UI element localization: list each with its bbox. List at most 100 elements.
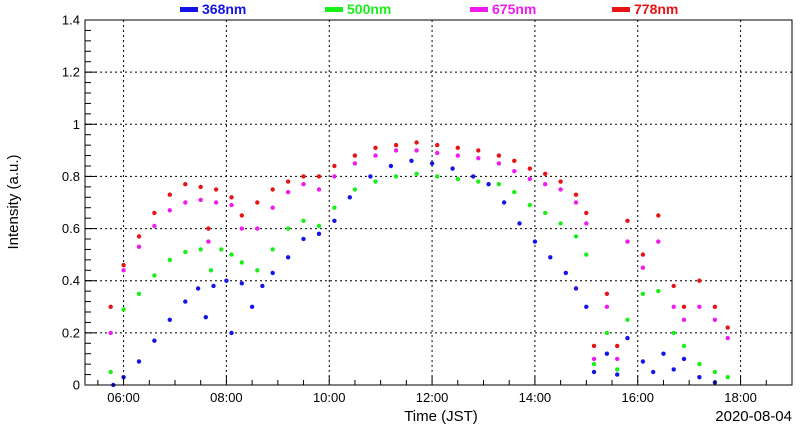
data-point <box>625 239 630 244</box>
data-point <box>543 210 548 216</box>
series-368nm <box>111 158 718 388</box>
data-point <box>332 205 337 210</box>
data-point <box>591 356 597 362</box>
data-point <box>239 226 244 231</box>
data-point <box>681 304 687 309</box>
data-point <box>213 187 219 192</box>
data-point <box>373 153 378 158</box>
data-point <box>352 161 358 166</box>
data-point <box>136 244 142 249</box>
axis-ticks: 06:00 08:00 10:00 12:00 14:00 16:00 18:00 0 0.2 0… <box>62 13 793 405</box>
legend-swatch <box>470 7 488 12</box>
data-point <box>681 317 687 322</box>
data-point <box>108 369 113 375</box>
data-point <box>270 270 275 276</box>
data-point <box>414 148 419 153</box>
legend-label: 675nm <box>492 1 536 17</box>
data-point <box>548 255 553 260</box>
data-point <box>206 226 211 231</box>
data-point <box>414 140 419 145</box>
data-point <box>208 268 214 273</box>
data-point <box>558 187 563 192</box>
data-point <box>167 317 172 322</box>
data-point <box>152 273 157 278</box>
data-point <box>167 192 172 197</box>
legend-swatch <box>325 7 343 12</box>
data-point <box>656 288 661 294</box>
data-point <box>198 247 203 252</box>
y-tick-label: 0.8 <box>62 169 80 184</box>
data-point <box>435 142 440 148</box>
data-point <box>270 205 275 210</box>
data-point <box>206 239 211 244</box>
data-point <box>512 189 517 195</box>
data-point <box>285 189 291 195</box>
data-point <box>615 372 620 377</box>
data-point <box>496 161 502 166</box>
legend-label: 500nm <box>347 1 391 17</box>
data-point <box>316 174 322 179</box>
data-point <box>656 239 661 244</box>
data-point <box>558 221 563 226</box>
data-point <box>255 268 260 273</box>
x-tick-label: 18:00 <box>724 390 757 405</box>
data-point <box>316 187 322 192</box>
data-point <box>393 148 399 153</box>
legend-swatch <box>612 7 630 12</box>
data-point <box>229 252 234 257</box>
date-label: 2020-08-04 <box>715 408 792 425</box>
x-tick-label: 06:00 <box>107 390 140 405</box>
data-point <box>584 252 589 257</box>
data-point <box>249 304 255 309</box>
data-point <box>681 343 687 349</box>
data-point <box>486 182 491 187</box>
data-point <box>501 200 507 205</box>
data-point <box>347 195 352 200</box>
data-point <box>108 304 113 309</box>
data-point <box>121 262 126 268</box>
data-point <box>270 247 275 252</box>
data-point <box>725 375 730 380</box>
data-point <box>604 304 610 309</box>
grid <box>85 20 792 385</box>
data-point <box>435 174 440 179</box>
data-point <box>183 299 188 304</box>
data-point <box>527 202 532 208</box>
data-point <box>640 265 646 270</box>
data-point <box>725 335 730 341</box>
y-axis-title: Intensity (a.u.) <box>5 154 22 249</box>
data-point <box>712 317 718 322</box>
x-tick-label: 12:00 <box>416 390 449 405</box>
data-point <box>476 156 481 161</box>
data-point <box>584 210 589 216</box>
plot-frame <box>84 19 793 386</box>
data-point <box>512 169 517 174</box>
data-point <box>198 184 203 190</box>
data-point <box>671 367 676 372</box>
data-point <box>697 278 702 283</box>
data-point <box>476 148 481 153</box>
data-point <box>352 187 358 192</box>
data-point <box>625 335 630 341</box>
data-point <box>671 304 676 309</box>
data-point <box>527 176 532 182</box>
data-point <box>656 213 661 218</box>
data-point <box>152 338 157 343</box>
data-points <box>108 140 730 388</box>
data-point <box>260 283 265 289</box>
series-675nm <box>108 148 730 362</box>
data-point <box>239 281 244 286</box>
data-point <box>527 166 532 171</box>
data-point <box>195 286 201 291</box>
y-tick-label: 0.4 <box>62 273 80 288</box>
data-point <box>604 330 610 336</box>
data-point <box>183 249 188 255</box>
data-point <box>352 153 358 158</box>
data-point <box>725 325 730 330</box>
x-tick-label: 16:00 <box>621 390 654 405</box>
data-point <box>429 161 435 166</box>
data-point <box>455 176 460 182</box>
data-point <box>563 270 568 276</box>
data-point <box>229 330 234 336</box>
data-point <box>239 260 244 265</box>
